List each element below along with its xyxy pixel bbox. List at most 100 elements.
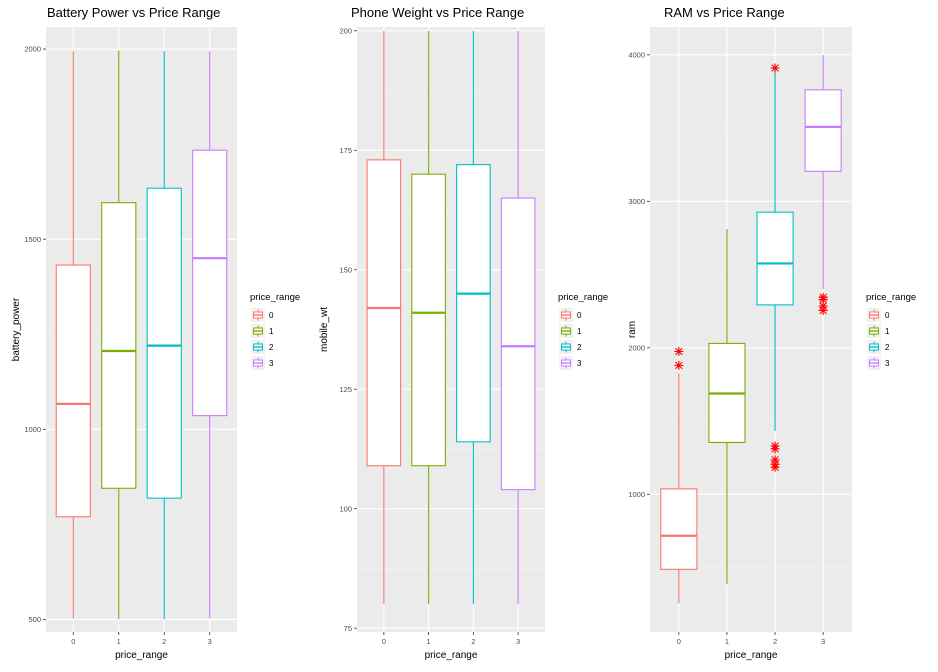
box-group-3 [500, 30, 536, 605]
outlier-point [770, 63, 780, 73]
legend-key-2 [559, 340, 573, 354]
legend: price_range 0 1 2 3 [866, 292, 916, 370]
y-tick-label: 125 [339, 385, 352, 394]
box-group-2 [146, 51, 182, 620]
x-tick-label: 2 [471, 637, 475, 646]
y-tick-label: 1000 [628, 490, 645, 499]
legend-key-2 [867, 340, 881, 354]
outlier-stroke [675, 347, 683, 356]
box-body [146, 187, 182, 499]
box-group-1 [101, 50, 137, 620]
outlier-stroke [675, 361, 683, 370]
legend-key-3 [559, 356, 573, 370]
outlier-stroke [771, 442, 779, 450]
chart-panel-2: 1000 2000 3000 4000 0 1 2 3 RAM vs Price Range pr… [627, 5, 916, 661]
legend-key-1 [251, 324, 265, 338]
outlier-stroke [819, 293, 827, 302]
x-tick-label: 3 [516, 637, 520, 646]
x-axis-label: price_range [725, 650, 778, 661]
x-axis-label: price_range [115, 650, 168, 661]
chart-title: Phone Weight vs Price Range [351, 5, 524, 20]
y-axis-label: mobile_wt [319, 307, 330, 352]
legend-label: 2 [577, 343, 582, 352]
y-tick-label: 200 [339, 26, 352, 35]
legend-key-1 [867, 324, 881, 338]
box-body [366, 159, 402, 467]
box-group-2 [756, 63, 794, 472]
box-group-2 [456, 30, 491, 605]
y-tick-label: 500 [28, 615, 41, 624]
outlier-stroke [819, 302, 827, 310]
legend-label: 2 [885, 343, 890, 352]
x-tick-label: 2 [162, 637, 166, 646]
box-body [411, 173, 446, 467]
box-body [804, 89, 842, 172]
outlier-point [818, 292, 828, 302]
box-body [55, 264, 91, 518]
y-tick-label: 1500 [24, 235, 41, 244]
box-body [192, 149, 228, 417]
legend-label: 3 [269, 359, 274, 368]
y-tick-label: 175 [339, 146, 352, 155]
legend-key-0 [867, 308, 881, 322]
legend-label: 1 [269, 327, 274, 336]
outlier-point [770, 441, 780, 451]
legend-key-2 [251, 340, 265, 354]
legend-title: price_range [558, 292, 608, 303]
outlier-point [674, 346, 684, 356]
legend: price_range 0 1 2 3 [558, 292, 608, 370]
outlier-stroke [771, 64, 779, 72]
chart-title: RAM vs Price Range [664, 5, 785, 20]
chart-title: Battery Power vs Price Range [47, 5, 220, 20]
y-tick-label: 100 [339, 504, 352, 513]
legend-label: 3 [885, 359, 890, 368]
x-tick-label: 1 [725, 637, 729, 646]
legend-label: 0 [885, 311, 890, 320]
outlier-stroke [771, 456, 779, 464]
y-tick-label: 1000 [24, 425, 41, 434]
x-tick-label: 0 [677, 637, 681, 646]
legend-label: 1 [885, 327, 890, 336]
box-body [456, 164, 491, 443]
outlier-point [674, 360, 684, 370]
x-tick-label: 0 [71, 637, 75, 646]
box-group-3 [804, 55, 842, 315]
box-group-3 [192, 51, 228, 619]
legend-label: 2 [269, 343, 274, 352]
legend-title: price_range [250, 292, 300, 303]
y-tick-label: 4000 [628, 50, 645, 59]
y-axis-label: battery_power [11, 297, 22, 361]
legend-key-0 [559, 308, 573, 322]
x-tick-label: 3 [208, 637, 212, 646]
box-body [500, 197, 536, 491]
x-tick-label: 2 [773, 637, 777, 646]
outlier-point [770, 455, 780, 465]
chart-panel-0: 500 1000 1500 2000 0 1 2 3 Battery Power vs Pric… [11, 5, 300, 661]
legend-key-3 [867, 356, 881, 370]
box-group-0 [366, 30, 402, 605]
x-tick-label: 1 [427, 637, 431, 646]
box-group-0 [660, 346, 698, 604]
y-tick-label: 2000 [628, 343, 645, 352]
y-tick-label: 75 [344, 624, 352, 633]
legend-label: 1 [577, 327, 582, 336]
legend-label: 3 [577, 359, 582, 368]
chart-panel-1: 75 100 125 150 175 200 0 1 2 3 Phone Weight vs Pri… [319, 5, 608, 661]
legend-key-1 [559, 324, 573, 338]
x-axis-label: price_range [425, 650, 478, 661]
legend-label: 0 [269, 311, 274, 320]
box-group-0 [55, 51, 91, 619]
legend: price_range 0 1 2 3 [250, 292, 300, 370]
box-body [660, 488, 698, 570]
box-group-1 [708, 229, 746, 585]
x-tick-label: 1 [117, 637, 121, 646]
legend-title: price_range [866, 292, 916, 303]
legend-key-0 [251, 308, 265, 322]
legend-label: 0 [577, 311, 582, 320]
x-tick-label: 3 [821, 637, 825, 646]
y-tick-label: 150 [339, 265, 352, 274]
x-tick-label: 0 [382, 637, 386, 646]
y-tick-label: 3000 [628, 197, 645, 206]
legend-key-3 [251, 356, 265, 370]
